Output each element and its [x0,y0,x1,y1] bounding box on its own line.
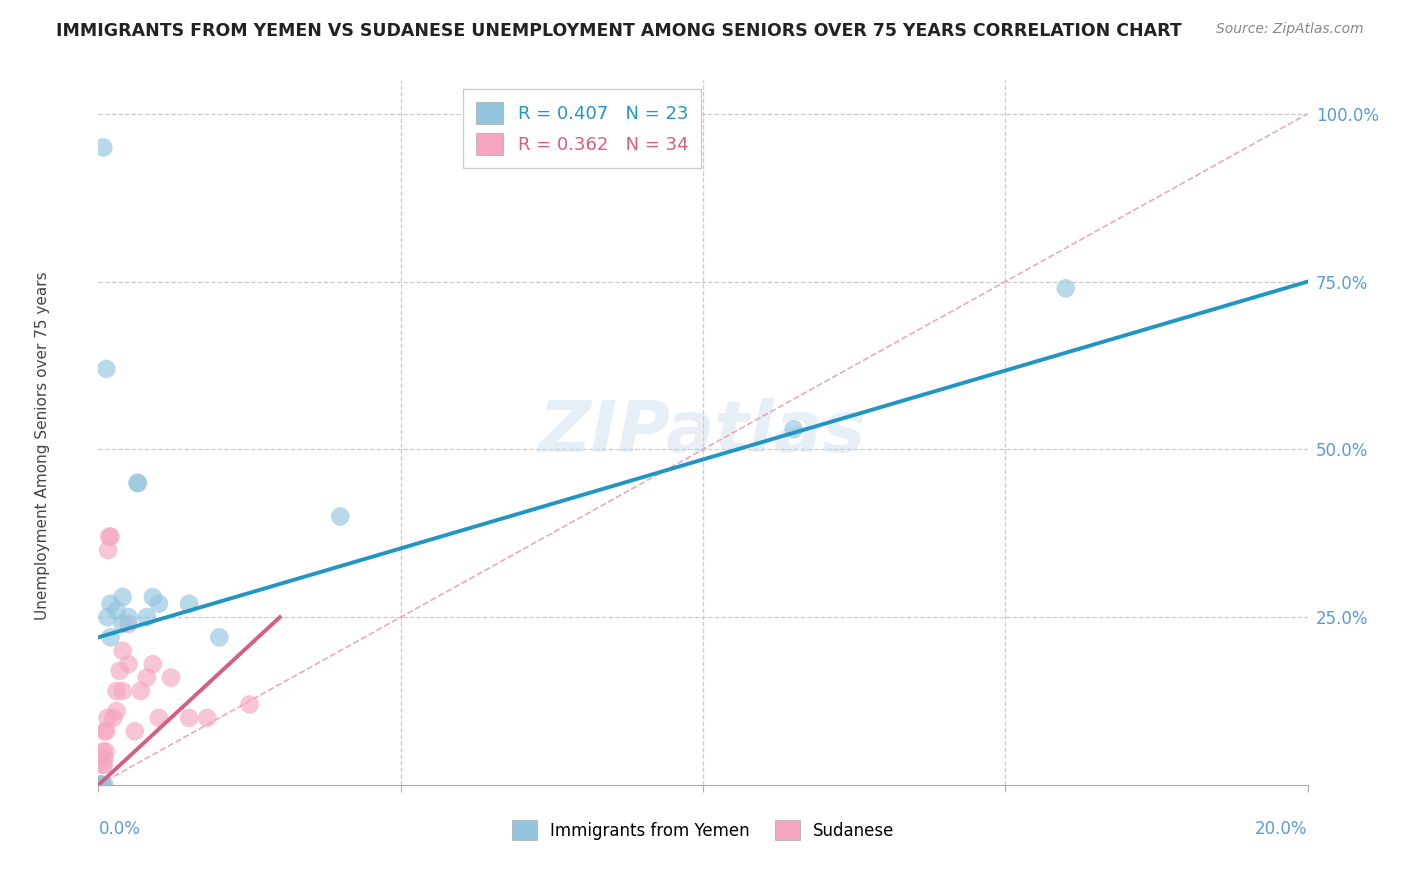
Point [329,509,352,524]
Point [208,630,231,644]
Point [93,751,115,765]
Point [148,597,170,611]
Point [179,711,201,725]
Point [108,664,131,678]
Point [93,757,115,772]
Point [127,475,149,490]
Point [129,684,152,698]
Point [111,684,134,698]
Point [179,597,201,611]
Point [91,778,114,792]
Legend: Immigrants from Yemen, Sudanese: Immigrants from Yemen, Sudanese [505,814,901,847]
Point [111,616,134,631]
Point [96,362,118,376]
Point [1054,281,1077,295]
Point [96,610,118,624]
Point [127,475,149,490]
Point [118,610,141,624]
Point [239,698,262,712]
Point [135,610,157,624]
Point [105,684,128,698]
Point [97,543,120,558]
Point [111,644,134,658]
Point [91,744,114,758]
Point [96,724,118,739]
Point [89,778,111,792]
Text: 20.0%: 20.0% [1256,821,1308,838]
Point [160,671,183,685]
Point [90,778,112,792]
Text: Unemployment Among Seniors over 75 years: Unemployment Among Seniors over 75 years [35,272,49,620]
Point [124,724,146,739]
Point [142,657,165,672]
Point [118,616,141,631]
Point [91,757,114,772]
Point [93,778,115,792]
Point [89,778,111,792]
Point [100,630,122,644]
Point [142,590,165,604]
Point [90,778,112,792]
Point [105,704,128,718]
Point [89,778,111,792]
Point [90,778,112,792]
Point [148,711,170,725]
Point [118,657,141,672]
Text: 0.0%: 0.0% [98,821,141,838]
Point [100,597,122,611]
Point [89,778,111,792]
Point [195,711,218,725]
Text: Source: ZipAtlas.com: Source: ZipAtlas.com [1216,22,1364,37]
Point [105,603,128,617]
Point [91,778,114,792]
Point [111,590,134,604]
Point [103,711,125,725]
Text: IMMIGRANTS FROM YEMEN VS SUDANESE UNEMPLOYMENT AMONG SENIORS OVER 75 YEARS CORRE: IMMIGRANTS FROM YEMEN VS SUDANESE UNEMPL… [56,22,1182,40]
Point [94,744,117,758]
Point [93,724,115,739]
Point [98,530,121,544]
Point [100,530,122,544]
Point [135,671,157,685]
Point [96,711,118,725]
Point [91,140,114,154]
Text: ZIPatlas: ZIPatlas [540,398,866,467]
Point [783,422,806,436]
